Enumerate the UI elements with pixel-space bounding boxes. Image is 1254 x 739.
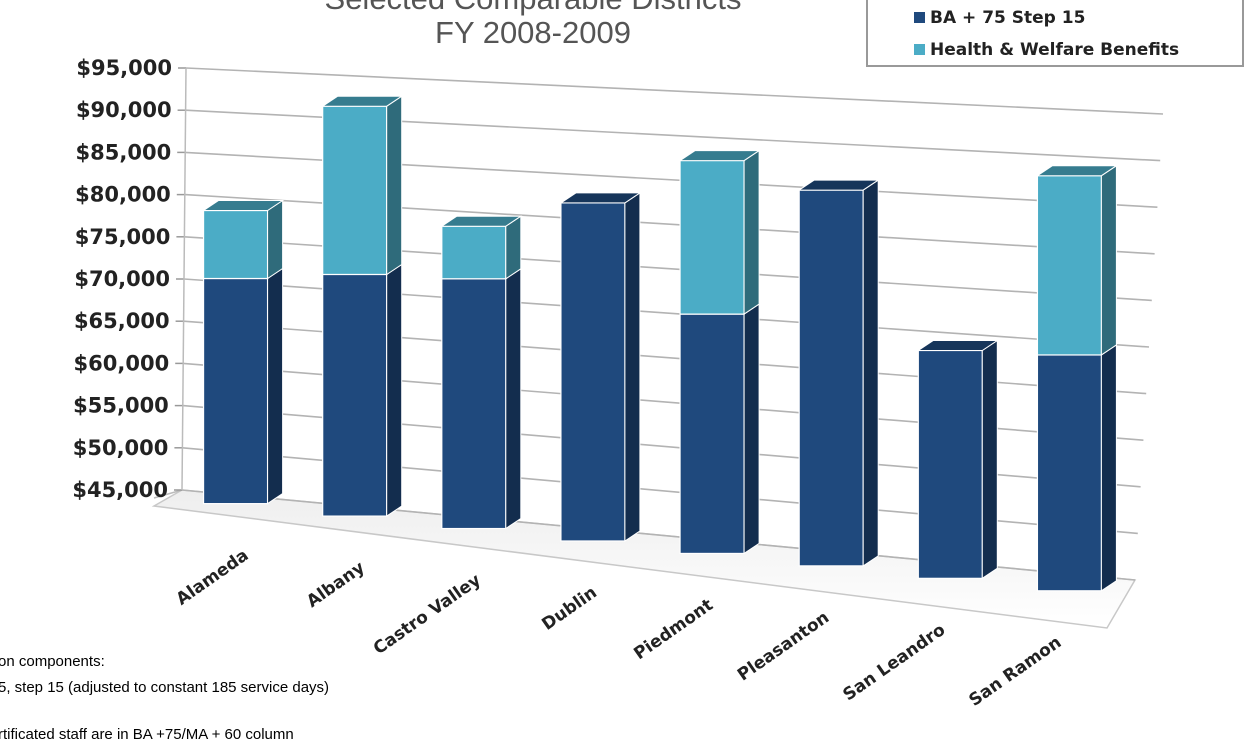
bar-pleasanton [797,179,880,567]
legend: BA + 75 Step 15 Health & Welfare Benefit… [866,0,1244,67]
x-tick-label: Alameda [173,545,253,609]
bar-segment-health-welfare-alameda-side [267,199,284,280]
bar-segment-ba75-castro-valley [441,278,507,530]
bar-alameda [201,199,285,505]
bar-segment-health-welfare-albany [322,105,388,276]
bar-san-leandro [916,339,999,580]
bar-segment-ba75-san-ramon [1036,354,1103,592]
bar-segment-ba75-san-ramon-side [1100,343,1117,592]
x-tick-label: Pleasanton [734,608,833,686]
bar-segment-ba75-san-leandro-side [981,339,998,580]
x-tick-label: San Leandro [839,620,949,705]
bar-segment-health-welfare-alameda [202,209,269,280]
y-axis-line [181,67,187,491]
y-tick-label: $55,000 [73,394,169,418]
legend-box [866,0,1244,67]
bar-segment-ba75-dublin-side [624,191,641,542]
y-tick-label: $50,000 [73,436,169,460]
bar-top-pleasanton [797,179,880,191]
bar-segment-health-welfare-piedmont-side [743,149,760,316]
x-tick-label: San Ramon [966,632,1066,710]
bar-top-castro-valley [440,215,523,227]
y-tick-label: $65,000 [74,309,170,333]
axis-depth-line [153,489,183,499]
legend-label-ba75: BA + 75 Step 15 [930,8,1085,28]
chart-title-line-2: FY 2008-2009 [435,15,631,50]
bar-segment-health-welfare-castro-valley-side [505,215,522,280]
bar-segment-ba75-albany [322,273,388,517]
bar-segment-ba75-alameda [202,277,269,505]
legend-label-health-welfare: Health & Welfare Benefits [930,40,1179,60]
x-tick-label: Dublin [538,583,600,635]
bar-top-san-ramon [1035,165,1119,177]
bar-segment-health-welfare-castro-valley [441,225,507,280]
bar-segment-ba75-albany-side [386,263,403,518]
y-tick-label: $45,000 [72,478,168,502]
bar-top-albany [321,95,404,107]
bar-top-piedmont [678,150,761,162]
y-tick-label: $85,000 [76,140,172,164]
gridline [185,67,1164,115]
bar-segment-ba75-san-leandro [917,349,983,579]
bar-segment-health-welfare-san-ramon [1036,175,1103,356]
bar-segment-ba75-dublin [560,202,626,542]
bar-segment-ba75-piedmont [679,313,745,555]
bar-albany [321,95,404,518]
x-tick-label: Castro Valley [370,570,485,659]
y-tick-label: $75,000 [75,225,171,249]
y-tick-label: $70,000 [74,267,170,291]
y-tick-label: $80,000 [75,183,171,207]
bar-segment-ba75-piedmont-side [743,303,760,555]
bar-segment-health-welfare-piedmont [679,159,745,315]
bar-segment-ba75-pleasanton [798,189,864,567]
x-tick-label: Piedmont [630,595,717,664]
x-tick-label: Albany [303,558,368,612]
bar-segment-health-welfare-san-ramon-side [1100,164,1117,356]
legend-swatch-health-welfare [914,44,925,55]
bar-segment-health-welfare-albany-side [386,95,403,276]
bar-dublin [559,191,642,542]
note-line-2: 5, step 15 (adjusted to constant 185 ser… [0,679,329,696]
bar-san-ramon [1035,164,1119,592]
chart-title-line-1: Selected Comparable Districts [325,0,742,16]
bar-top-alameda [201,200,285,211]
note-line-1: on components: [0,653,105,670]
bar-top-san-leandro [916,340,999,351]
bar-segment-ba75-castro-valley-side [505,267,522,530]
bar-piedmont [678,149,761,555]
bar-top-dublin [559,192,642,204]
bar-castro-valley [440,215,523,530]
bar-segment-ba75-alameda-side [267,267,284,505]
bar-segment-ba75-pleasanton-side [862,179,879,567]
legend-swatch-ba75 [914,12,925,23]
note-line-3: rtificated staff are in BA +75/MA + 60 c… [0,726,294,739]
y-tick-label: $90,000 [76,98,172,122]
y-tick-label: $60,000 [74,351,170,375]
y-tick-label: $95,000 [76,56,172,80]
